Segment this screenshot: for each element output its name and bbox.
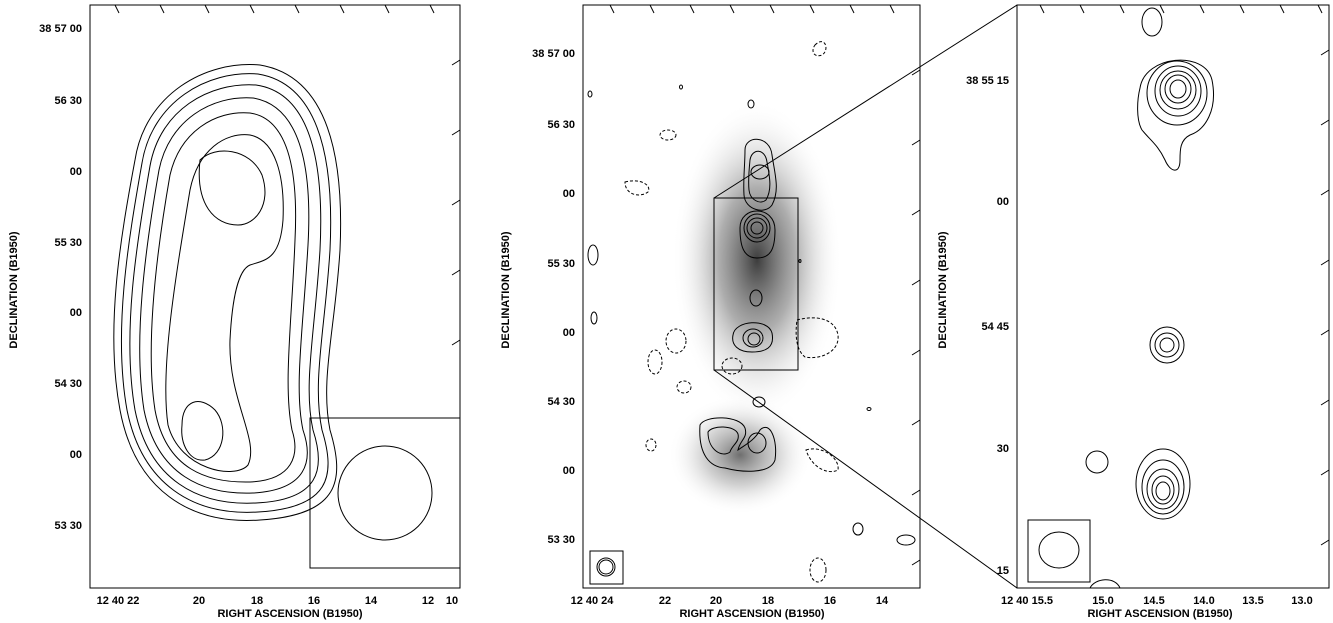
p1-ytick-5: 54 30 [54,378,82,390]
panel-3-x-labels: 12 40 15.5 15.0 14.5 14.0 13.5 13.0 [1001,595,1313,607]
panel-2: 38 57 00 56 30 00 55 30 00 54 30 00 53 3… [500,4,921,620]
panel-2-grey-bottom [668,395,812,515]
panel-1-top-ticks [114,4,435,14]
panel-1-right-ticks [451,59,461,346]
panel-2-contours [587,84,916,546]
p2-ytick-5: 54 30 [547,396,575,408]
p2-ytick-0: 38 57 00 [532,48,575,60]
p1-xtick-2: 18 [251,595,263,607]
p2-ytick-6: 00 [563,465,575,477]
p3-ytick-0: 38 55 15 [966,75,1009,87]
p1-ytick-7: 53 30 [54,520,82,532]
panel-2-grey-top [672,100,842,420]
p1-ytick-2: 00 [70,166,82,178]
panel-1-beam-inset [309,417,461,569]
p2-xlabel: RIGHT ASCENSION (B1950) [679,608,824,620]
panel-2-x-labels: 12 40 24 22 20 18 16 14 [571,595,889,607]
p3-xtick-0: 12 40 15.5 [1001,595,1053,607]
p3-xtick-1: 15.0 [1092,595,1113,607]
panel-1-y-labels: 38 57 00 56 30 00 55 30 00 54 30 00 53 3… [39,23,82,532]
p3-ytick-1: 00 [997,196,1009,208]
panel-2-right-ticks [911,69,921,566]
panel-1-x-labels: 12 40 22 20 18 16 14 12 10 [97,595,459,607]
panel-1-contours [113,64,342,521]
panel-3-right-ticks [1320,49,1330,546]
panel-3-top-ticks [1039,4,1323,14]
panel-3-y-labels: 38 55 15 00 54 45 30 15 [966,75,1009,577]
p3-xlabel: RIGHT ASCENSION (B1950) [1087,608,1232,620]
p2-ylabel: DECLINATION (B1950) [500,231,512,348]
p1-ytick-1: 56 30 [54,95,82,107]
p2-xtick-3: 18 [762,595,774,607]
p2-xtick-4: 16 [824,595,836,607]
p3-xtick-3: 14.0 [1193,595,1214,607]
panel-2-negative-contours [624,41,839,583]
p1-ytick-4: 00 [70,307,82,319]
p2-ytick-3: 55 30 [547,258,575,270]
panel-2-frame [582,4,921,589]
p1-xtick-4: 14 [365,595,378,607]
p1-xtick-0: 12 40 22 [97,595,140,607]
panel-1-frame [89,4,461,589]
p1-xtick-3: 16 [308,595,320,607]
p1-ytick-6: 00 [70,449,82,461]
p2-xtick-2: 20 [710,595,722,607]
p3-xtick-4: 13.5 [1242,595,1263,607]
p1-xtick-6: 10 [446,595,458,607]
panel-3-beam-inset [1027,519,1091,583]
p3-ytick-4: 15 [997,565,1009,577]
p2-ytick-1: 56 30 [547,119,575,131]
p3-ytick-2: 54 45 [981,321,1009,333]
p1-xlabel: RIGHT ASCENSION (B1950) [217,608,362,620]
panel-2-top-ticks [609,4,895,14]
p2-xtick-1: 22 [659,595,671,607]
p3-ylabel: DECLINATION (B1950) [937,231,949,348]
panel-2-y-labels: 38 57 00 56 30 00 55 30 00 54 30 00 53 3… [532,48,575,546]
p2-ytick-4: 00 [563,327,575,339]
panel-3-contours [1085,7,1214,589]
p3-xtick-2: 14.5 [1143,595,1164,607]
p2-ytick-2: 00 [563,188,575,200]
p1-ylabel: DECLINATION (B1950) [8,231,20,348]
panel-2-zoom-box [713,197,799,371]
panel-2-beam-inset [589,550,624,585]
p1-ytick-3: 55 30 [54,237,82,249]
p3-xtick-5: 13.0 [1291,595,1312,607]
p1-xtick-1: 20 [193,595,205,607]
panel-3: 38 55 15 00 54 45 30 15 12 40 15.5 15.0 … [937,4,1330,620]
zoom-connector-lines [713,4,1018,589]
p1-xtick-5: 12 [422,595,434,607]
panel-3-frame [1016,4,1330,589]
p1-ytick-0: 38 57 00 [39,23,82,35]
p2-xtick-5: 14 [876,595,889,607]
p2-xtick-0: 12 40 24 [571,595,615,607]
panel-1: 38 57 00 56 30 00 55 30 00 54 30 00 53 3… [8,4,461,620]
p3-ytick-3: 30 [997,443,1009,455]
p2-ytick-7: 53 30 [547,534,575,546]
